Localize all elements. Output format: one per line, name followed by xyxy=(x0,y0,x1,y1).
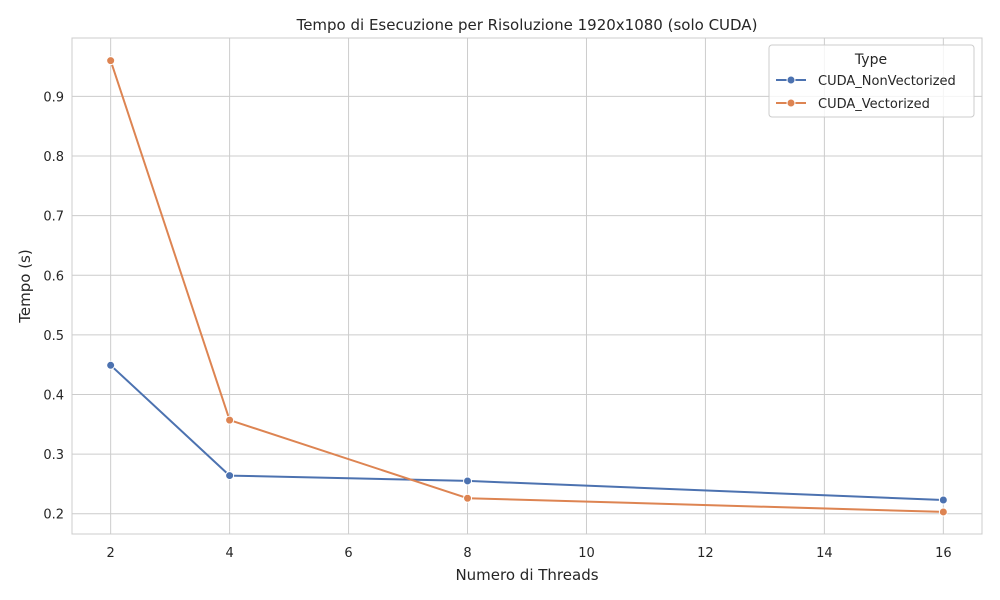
legend: Type CUDA_NonVectorized CUDA_Vectorized xyxy=(768,44,975,118)
x-tick-label: 8 xyxy=(463,546,471,561)
legend-box xyxy=(768,44,975,118)
series-line-cuda-vectorized xyxy=(109,60,944,513)
data-point xyxy=(106,56,116,66)
y-axis-title: Tempo (s) xyxy=(16,249,34,323)
series-line-cuda-nonvectorized xyxy=(110,364,944,501)
y-tick-label: 0.9 xyxy=(43,90,64,105)
legend-title: Type xyxy=(854,52,887,68)
y-tick-label: 0.6 xyxy=(43,269,64,284)
data-point xyxy=(463,476,473,486)
y-tick-label: 0.5 xyxy=(43,329,64,344)
plot-background xyxy=(72,38,982,534)
axes-border xyxy=(71,37,983,535)
series-lines xyxy=(109,60,944,513)
data-point xyxy=(938,495,948,505)
x-tick-label: 16 xyxy=(935,546,952,561)
x-tick-labels: 2 4 6 8 10 12 14 16 xyxy=(107,546,952,561)
axes-frame xyxy=(71,37,983,535)
y-tick-label: 0.7 xyxy=(43,210,64,225)
data-point xyxy=(463,493,473,503)
x-tick-label: 12 xyxy=(697,546,714,561)
x-tick-label: 14 xyxy=(816,546,833,561)
x-tick-label: 10 xyxy=(578,546,595,561)
y-tick-labels: 0.2 0.3 0.4 0.5 0.6 0.7 0.8 0.9 xyxy=(43,90,64,522)
y-tick-label: 0.2 xyxy=(43,508,64,523)
y-tick-label: 0.4 xyxy=(43,389,64,404)
legend-marker xyxy=(786,75,796,85)
legend-label: CUDA_Vectorized xyxy=(818,97,930,112)
legend-marker xyxy=(786,98,796,108)
data-point xyxy=(106,360,116,370)
x-tick-label: 6 xyxy=(344,546,352,561)
x-tick-label: 2 xyxy=(107,546,115,561)
x-axis-title: Numero di Threads xyxy=(455,566,598,584)
grid-lines xyxy=(72,38,982,534)
y-tick-label: 0.8 xyxy=(43,150,64,165)
legend-entries: CUDA_NonVectorized CUDA_Vectorized xyxy=(776,74,956,112)
data-point xyxy=(225,471,235,481)
series-points xyxy=(106,56,948,517)
legend-label: CUDA_NonVectorized xyxy=(818,74,956,89)
data-point xyxy=(225,415,235,425)
x-tick-label: 4 xyxy=(225,546,233,561)
y-tick-label: 0.3 xyxy=(43,448,64,463)
chart-title: Tempo di Esecuzione per Risoluzione 1920… xyxy=(296,16,758,34)
data-point xyxy=(938,507,948,517)
